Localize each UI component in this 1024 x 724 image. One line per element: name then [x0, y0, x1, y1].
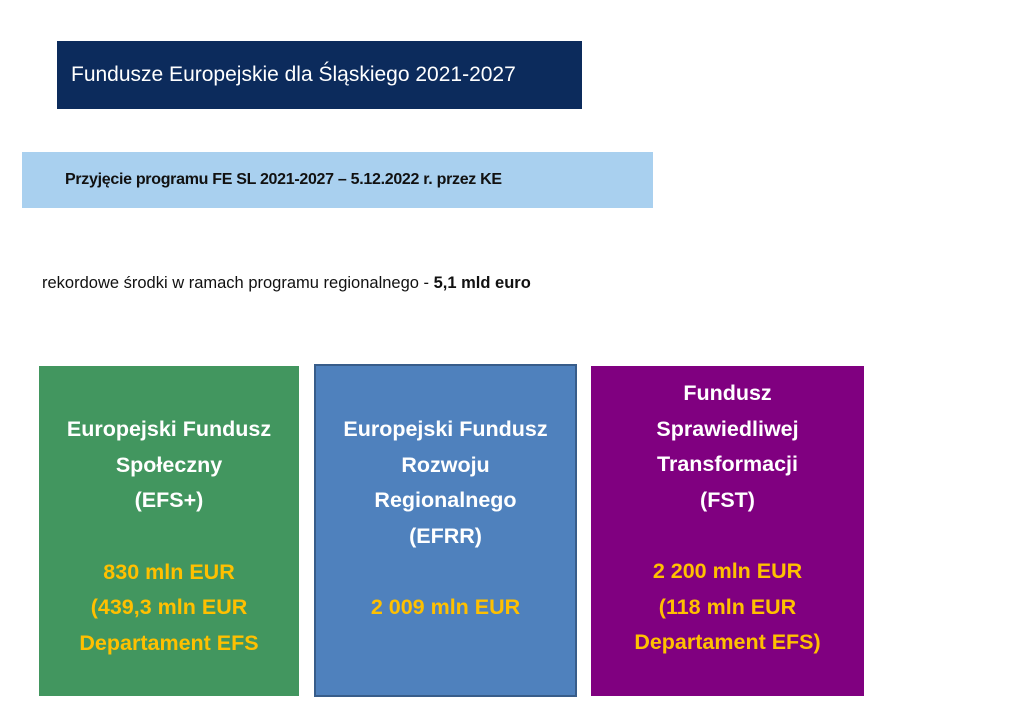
subtitle-text: Przyjęcie programu FE SL 2021-2027 – 5.1… — [65, 171, 502, 188]
fund-box-efrr: Europejski Fundusz Rozwoju Regionalnego (EF… — [314, 364, 577, 697]
fund-name-line: (FST) — [700, 487, 755, 512]
fund-box-efs: Europejski Fundusz Społeczny (EFS+) 830 mln… — [39, 366, 299, 696]
fund-amount-line: (439,3 mln EUR — [90, 595, 248, 619]
fund-name-line: Fundusz — [683, 381, 772, 405]
fund-name-line: Europejski Fundusz — [343, 417, 548, 441]
fund-amount-line: 2 200 mln EUR — [652, 559, 803, 583]
fund-name-line: Sprawiedliwej — [656, 416, 799, 441]
fund-amount-line: 2 009 mln EUR — [370, 595, 521, 619]
slide-title: Fundusze Europejskie dla Śląskiego 2021-… — [57, 41, 582, 109]
fund-name-line: Transformacji — [657, 452, 798, 476]
fund-amount-line: Departament EFS) — [634, 630, 821, 654]
fund-name-line: Europejski Fundusz — [66, 417, 272, 441]
fund-name-line: (EFRR) — [409, 523, 482, 548]
title-text: Fundusze Europejskie dla Śląskiego 2021-… — [71, 63, 516, 86]
fund-amount-line: 830 mln EUR — [103, 559, 235, 584]
fund-name-line: (EFS+) — [134, 488, 204, 512]
fund-amount-line: (118 mln EUR — [658, 594, 797, 619]
fund-amount-line: Departament EFS — [79, 630, 259, 655]
intro-highlight: 5,1 mld euro — [433, 274, 531, 292]
intro-text: rekordowe środki w ramach programu regio… — [42, 274, 434, 292]
fund-name-line: Regionalnego — [374, 488, 517, 512]
fund-box-fst: Fundusz Sprawiedliwej Transformacji (FST) 2 … — [591, 366, 864, 696]
intro-line: rekordowe środki w ramach programu regio… — [42, 274, 531, 293]
fund-name-line: Społeczny — [115, 452, 223, 477]
fund-name-line: Rozwoju — [401, 452, 490, 477]
subtitle-banner: Przyjęcie programu FE SL 2021-2027 – 5.1… — [22, 152, 653, 208]
